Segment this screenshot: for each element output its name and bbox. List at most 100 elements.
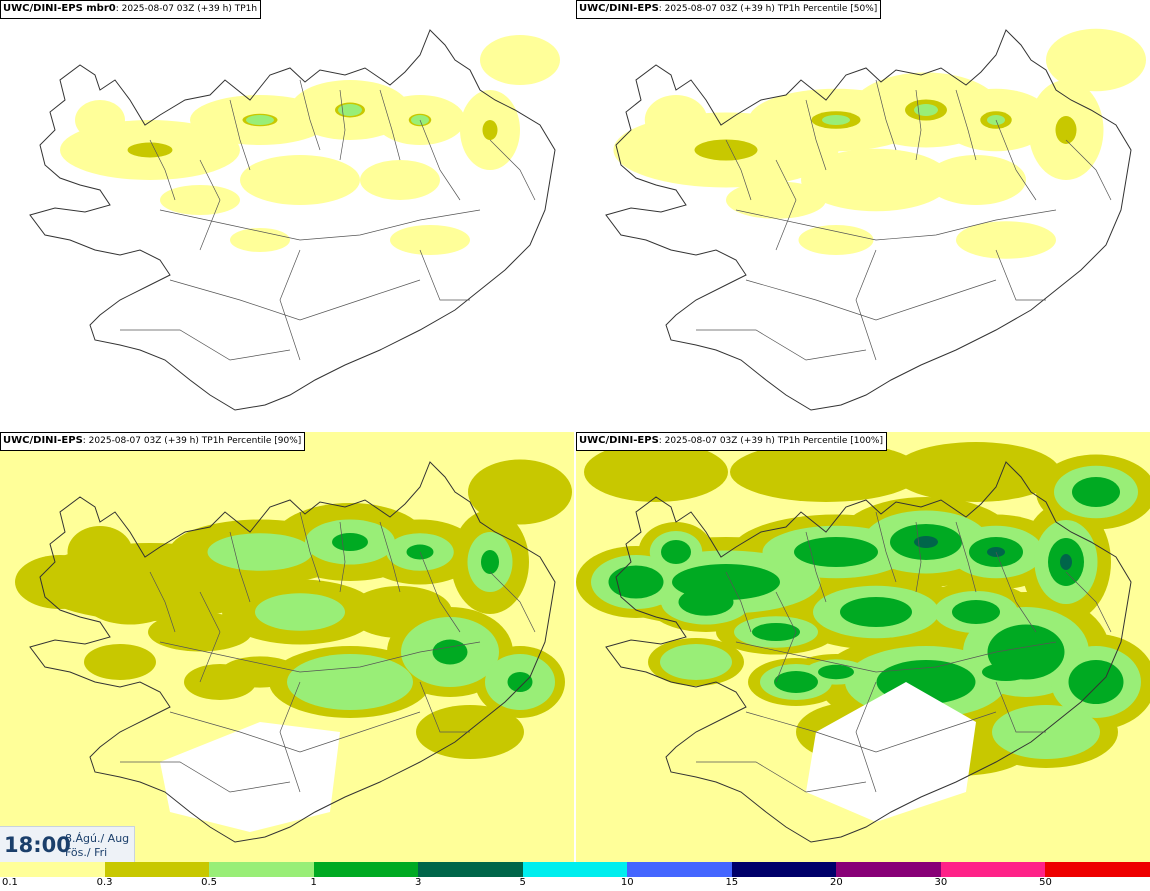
precip-contour bbox=[85, 579, 175, 625]
road-line bbox=[995, 681, 1046, 733]
precip-contour bbox=[798, 225, 874, 255]
dry-area bbox=[160, 722, 340, 832]
road-line bbox=[775, 159, 797, 251]
panel-title: UWC/DINI-EPS: 2025-08-07 03Z (+39 h) TP1… bbox=[0, 432, 306, 451]
precip-contour bbox=[127, 142, 173, 158]
precip-contour bbox=[678, 588, 734, 616]
road-line bbox=[875, 79, 897, 151]
precip-contour bbox=[360, 160, 440, 200]
precip-contour bbox=[794, 537, 878, 567]
legend-tick-labels: 0.1 0.3 0.5 1 3 5 10 15 20 30 50 bbox=[0, 877, 1150, 891]
precip-contour bbox=[1060, 554, 1072, 570]
road-line bbox=[725, 139, 752, 201]
road-line bbox=[735, 209, 1057, 241]
precip-contour bbox=[390, 225, 470, 255]
valid-date-line: 8.Ágú./ Aug bbox=[65, 832, 130, 845]
legend-swatch bbox=[418, 862, 523, 877]
precip-contour bbox=[752, 623, 800, 641]
road-line bbox=[279, 681, 301, 793]
precip-contour bbox=[338, 104, 362, 116]
road-line bbox=[735, 641, 1057, 673]
road-line bbox=[169, 279, 421, 321]
precip-contour bbox=[987, 624, 1065, 680]
precip-contour bbox=[84, 644, 156, 680]
precip-contour bbox=[956, 221, 1056, 259]
road-line bbox=[299, 79, 321, 151]
road-line bbox=[805, 531, 827, 603]
precip-contour bbox=[1072, 477, 1120, 507]
road-line bbox=[419, 681, 470, 733]
road-line bbox=[855, 249, 877, 361]
coastline bbox=[29, 29, 556, 411]
road-line bbox=[489, 139, 536, 201]
legend-tick-label: 15 bbox=[725, 877, 739, 888]
legend-tick-label: 3 bbox=[414, 877, 422, 888]
legend-swatch bbox=[313, 862, 419, 877]
panel-percentile-50: UWC/DINI-EPS: 2025-08-07 03Z (+39 h) TP1… bbox=[576, 0, 1150, 430]
road-line bbox=[489, 571, 536, 633]
panel-mbr0: UWC/DINI-EPS mbr0: 2025-08-07 03Z (+39 h… bbox=[0, 0, 574, 430]
precip-contour bbox=[481, 550, 499, 574]
road-line bbox=[995, 119, 1037, 201]
road-line bbox=[915, 89, 922, 161]
precip-contour bbox=[287, 654, 413, 710]
road-line bbox=[169, 711, 421, 753]
precip-contour bbox=[507, 672, 533, 692]
precip-contour bbox=[240, 155, 360, 205]
road-line bbox=[299, 511, 321, 583]
road-line bbox=[696, 329, 867, 361]
legend-swatch bbox=[0, 862, 105, 877]
road-line bbox=[745, 711, 997, 753]
valid-time-box: 18:00 8.Ágú./ Aug Fös./ Fri bbox=[0, 826, 135, 863]
precip-contour bbox=[482, 120, 498, 140]
precip-contour bbox=[1068, 660, 1124, 704]
map-percentile-100 bbox=[576, 432, 1150, 862]
precip-contour bbox=[1046, 28, 1146, 92]
precip-contour bbox=[730, 442, 922, 502]
road-line bbox=[159, 641, 481, 673]
precip-contour bbox=[644, 95, 708, 145]
map-percentile-50 bbox=[605, 28, 1146, 411]
legend-tick-label: 0.5 bbox=[201, 877, 218, 888]
precipitation-color-legend: 0.1 0.3 0.5 1 3 5 10 15 20 30 50 bbox=[0, 862, 1150, 891]
precip-contour bbox=[584, 442, 728, 502]
precip-contour bbox=[801, 148, 951, 212]
road-line bbox=[159, 209, 481, 241]
precip-contour bbox=[914, 536, 938, 548]
road-line bbox=[875, 511, 897, 583]
road-line bbox=[120, 329, 291, 361]
road-line bbox=[955, 89, 977, 161]
road-line bbox=[725, 571, 752, 633]
coastline bbox=[605, 461, 1132, 843]
road-line bbox=[379, 521, 401, 593]
panel-percentile-90: UWC/DINI-EPS: 2025-08-07 03Z (+39 h) TP1… bbox=[0, 432, 574, 862]
valid-weekday-line: Fös./ Fri bbox=[65, 846, 108, 859]
panel-title: UWC/DINI-EPS: 2025-08-07 03Z (+39 h) TP1… bbox=[576, 0, 882, 19]
road-line bbox=[419, 119, 461, 201]
legend-swatch bbox=[209, 862, 314, 877]
precip-contour bbox=[660, 644, 732, 680]
road-line bbox=[915, 521, 922, 593]
precip-contour bbox=[75, 100, 125, 140]
road-line bbox=[419, 249, 470, 301]
precip-contour bbox=[160, 185, 240, 215]
road-line bbox=[1065, 571, 1112, 633]
precip-contour bbox=[892, 442, 1060, 502]
road-line bbox=[805, 99, 827, 171]
road-line bbox=[696, 761, 867, 793]
legend-tick-label: 5 bbox=[519, 877, 526, 888]
precip-contour bbox=[818, 664, 854, 680]
panel-title: UWC/DINI-EPS mbr0: 2025-08-07 03Z (+39 h… bbox=[0, 0, 262, 19]
precip-contour bbox=[480, 35, 560, 85]
precip-contour bbox=[332, 533, 368, 551]
road-line bbox=[149, 139, 176, 201]
precip-contour bbox=[952, 600, 1000, 624]
precip-contour bbox=[726, 181, 826, 219]
road-line bbox=[419, 551, 461, 633]
legend-tick-label: 1 bbox=[310, 877, 317, 888]
coastline bbox=[29, 461, 556, 843]
legend-tick-label: 0.1 bbox=[2, 877, 18, 888]
precip-contour bbox=[774, 671, 818, 693]
precip-contour bbox=[914, 104, 938, 116]
legend-swatch bbox=[1045, 862, 1150, 877]
